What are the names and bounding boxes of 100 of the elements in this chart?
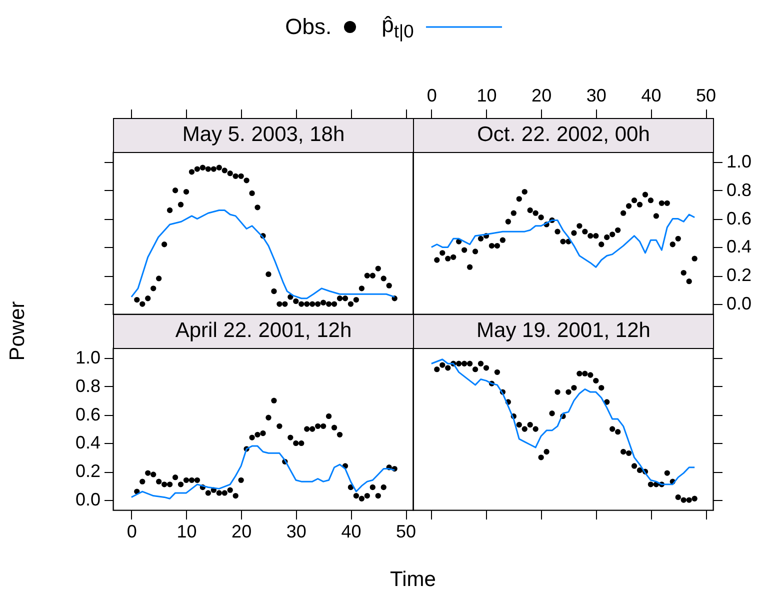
point: [358, 496, 365, 502]
point: [194, 166, 200, 172]
point: [336, 432, 343, 438]
point: [166, 207, 173, 214]
point: [282, 301, 288, 307]
point: [642, 192, 648, 198]
y-axis-title: Power: [6, 301, 30, 361]
point: [440, 362, 446, 368]
point: [375, 266, 381, 272]
y-tick-label: 0.8: [726, 180, 752, 200]
point: [172, 188, 178, 194]
point: [544, 448, 550, 455]
point: [686, 278, 692, 284]
x-tick-label: 30: [586, 86, 606, 106]
point: [314, 423, 321, 429]
point: [260, 430, 266, 436]
chart-title: May 5. 2003, 18h: [113, 118, 414, 153]
point: [631, 197, 638, 204]
point: [554, 228, 560, 234]
point: [304, 426, 310, 432]
point: [370, 484, 376, 490]
point: [156, 276, 162, 282]
x-tick-label: 50: [696, 86, 716, 106]
point: [461, 360, 468, 366]
point: [571, 384, 577, 391]
legend-label: Obs.: [285, 14, 332, 40]
point: [620, 210, 626, 216]
point: [593, 378, 599, 384]
point: [222, 168, 228, 174]
point: [380, 484, 386, 490]
point: [166, 482, 173, 488]
point: [522, 426, 528, 432]
point: [145, 470, 151, 476]
point: [614, 227, 621, 233]
point: [370, 272, 376, 278]
point: [516, 422, 522, 428]
point: [505, 218, 512, 224]
x-tick-label: 20: [232, 522, 252, 542]
point: [150, 286, 156, 292]
point: [670, 242, 676, 248]
point: [293, 298, 299, 304]
point: [692, 256, 698, 262]
point: [353, 296, 360, 303]
x-tick-label: 40: [341, 522, 362, 542]
x-tick-label: 0: [426, 86, 437, 106]
point: [298, 440, 304, 446]
point: [183, 188, 190, 195]
point: [440, 250, 446, 256]
point: [554, 389, 560, 395]
point: [358, 286, 365, 292]
point: [450, 254, 456, 260]
point: [386, 282, 392, 288]
point: [227, 170, 233, 176]
point: [466, 264, 473, 270]
legend-label: p̂$_{t|0}$: [382, 12, 414, 42]
point: [664, 200, 670, 206]
point: [466, 360, 473, 366]
point: [593, 233, 599, 239]
point: [227, 487, 233, 493]
point: [598, 384, 604, 391]
x-tick-label: 10: [476, 86, 497, 106]
point: [134, 296, 140, 303]
chart-title: April 22. 2001, 12h: [113, 314, 414, 349]
point: [588, 233, 594, 239]
point: [631, 463, 638, 469]
point: [664, 470, 670, 476]
point: [140, 301, 146, 307]
point: [675, 236, 681, 242]
point: [161, 482, 168, 488]
point: [626, 450, 632, 456]
y-tick-label: 1.0: [75, 347, 100, 368]
point: [140, 478, 146, 484]
point: [614, 429, 621, 435]
point: [310, 301, 316, 307]
x-tick-label: 20: [532, 86, 552, 106]
point: [516, 196, 522, 202]
point: [588, 372, 594, 378]
point: [210, 166, 216, 172]
point: [532, 426, 538, 432]
point: [304, 301, 310, 307]
point: [150, 472, 156, 478]
point: [686, 497, 692, 503]
point: [320, 300, 326, 306]
point: [576, 370, 582, 376]
point: [610, 426, 616, 432]
point: [348, 484, 354, 490]
point: [680, 497, 686, 503]
point: [648, 197, 654, 204]
y-tick-label: 0.8: [75, 376, 100, 396]
point: [183, 477, 190, 483]
y-tick-label: 0.2: [726, 265, 752, 286]
point: [560, 238, 566, 244]
y-tick-label: 0.2: [75, 461, 100, 482]
point: [314, 301, 321, 307]
point: [293, 440, 299, 446]
point: [478, 360, 484, 366]
point: [249, 434, 255, 440]
point: [692, 496, 698, 502]
point: [254, 432, 260, 438]
chart-title: Oct. 22. 2002, 00h: [413, 118, 714, 153]
